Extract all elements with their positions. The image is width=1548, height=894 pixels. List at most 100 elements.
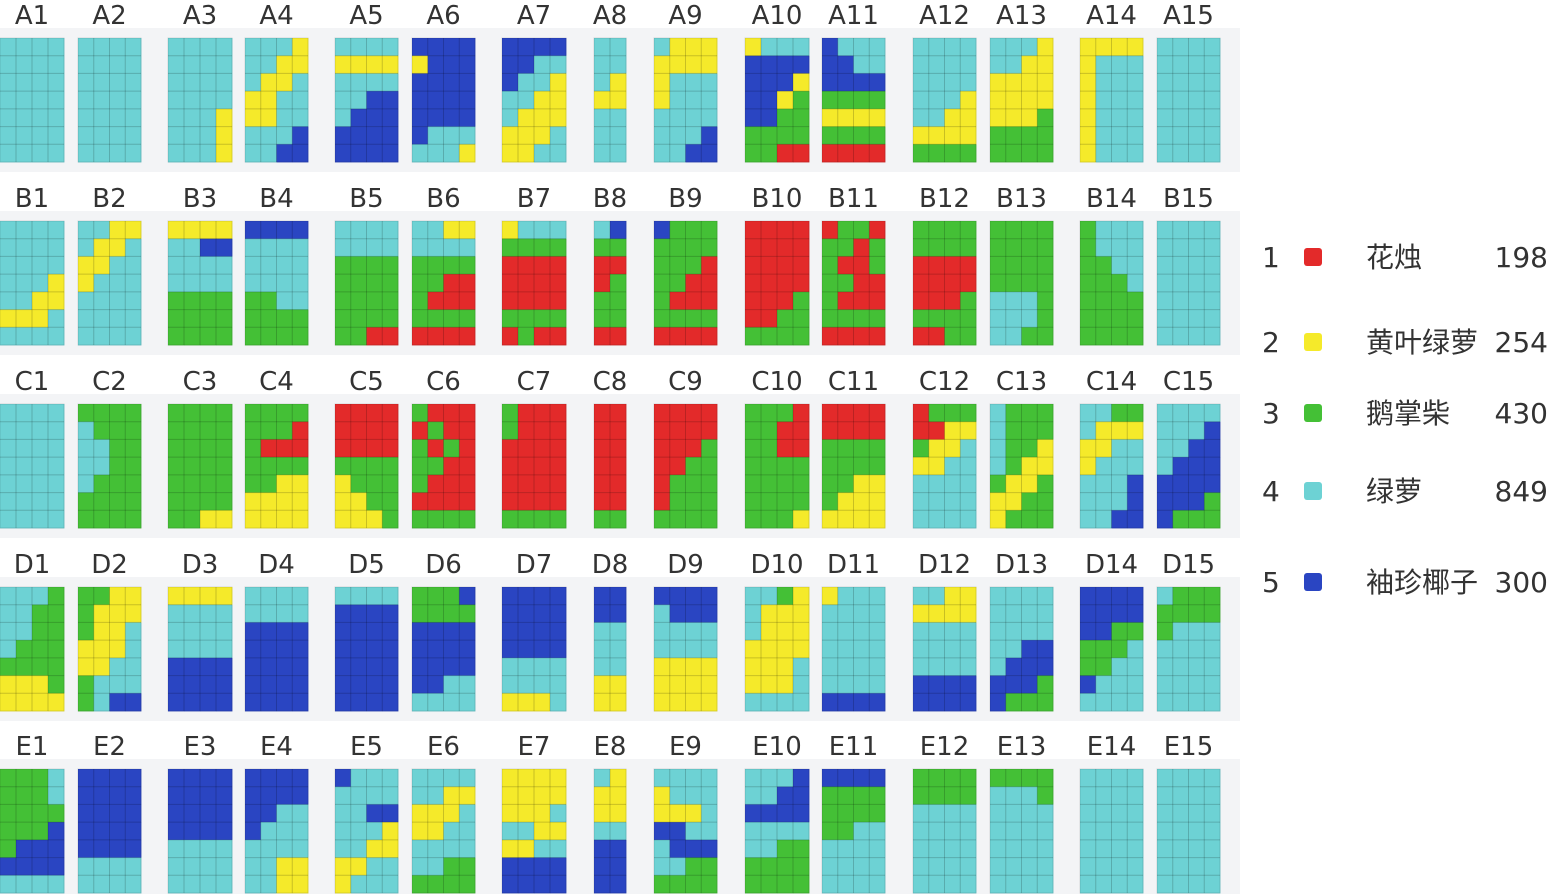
plant-cell-4 bbox=[1111, 875, 1128, 894]
plant-cell-4 bbox=[745, 769, 762, 788]
plant-cell-3 bbox=[853, 804, 870, 823]
plant-cell-5 bbox=[1204, 457, 1221, 476]
plant-cell-3 bbox=[1037, 144, 1054, 163]
plant-cell-4 bbox=[16, 238, 33, 257]
plant-cell-5 bbox=[216, 657, 233, 676]
plant-cell-4 bbox=[944, 622, 961, 641]
plant-cell-2 bbox=[745, 675, 762, 694]
plant-cell-4 bbox=[1204, 291, 1221, 310]
plant-cell-4 bbox=[125, 640, 142, 659]
plant-cell-3 bbox=[48, 804, 65, 823]
plant-cell-4 bbox=[32, 274, 49, 293]
plot-label: C14 bbox=[1086, 367, 1137, 397]
plant-cell-3 bbox=[960, 291, 977, 310]
plant-cell-4 bbox=[1188, 693, 1205, 712]
plant-cell-5 bbox=[109, 786, 126, 805]
plant-cell-4 bbox=[837, 622, 854, 641]
plant-cell-1 bbox=[685, 421, 702, 440]
plant-cell-2 bbox=[685, 804, 702, 823]
plant-cell-4 bbox=[1157, 274, 1174, 293]
plant-cell-3 bbox=[1005, 256, 1022, 275]
panel-border bbox=[244, 220, 309, 346]
plant-cell-4 bbox=[944, 73, 961, 92]
panel-border bbox=[77, 586, 142, 712]
plant-cell-2 bbox=[761, 604, 778, 623]
plant-cell-3 bbox=[793, 309, 810, 328]
plant-cell-4 bbox=[1111, 457, 1128, 476]
plant-cell-3 bbox=[184, 457, 201, 476]
plant-cell-3 bbox=[350, 457, 367, 476]
plant-cell-4 bbox=[1095, 857, 1112, 876]
plant-cell-5 bbox=[125, 839, 142, 858]
plant-cell-3 bbox=[200, 291, 217, 310]
plant-cell-4 bbox=[1188, 108, 1205, 127]
plant-cell-4 bbox=[1172, 839, 1189, 858]
plant-cell-4 bbox=[200, 144, 217, 163]
plant-cell-2 bbox=[1005, 73, 1022, 92]
plant-cell-2 bbox=[1021, 108, 1038, 127]
plant-cell-3 bbox=[990, 474, 1007, 493]
plant-cell-3 bbox=[245, 457, 262, 476]
plant-cell-2 bbox=[1111, 38, 1128, 57]
plant-cell-2 bbox=[990, 108, 1007, 127]
plant-cell-3 bbox=[427, 457, 444, 476]
plant-cell-3 bbox=[412, 510, 429, 529]
plant-cell-4 bbox=[944, 857, 961, 876]
plant-cell-3 bbox=[382, 510, 399, 529]
plant-cell-4 bbox=[928, 875, 945, 894]
plant-cell-2 bbox=[502, 126, 519, 145]
plant-cell-4 bbox=[685, 786, 702, 805]
plant-cell-5 bbox=[412, 640, 429, 659]
plant-cell-4 bbox=[0, 256, 17, 275]
plant-cell-5 bbox=[761, 91, 778, 110]
plant-cell-1 bbox=[550, 421, 567, 440]
plant-cell-4 bbox=[669, 108, 686, 127]
plant-cell-4 bbox=[1172, 822, 1189, 841]
plant-cell-3 bbox=[853, 91, 870, 110]
plant-cell-1 bbox=[777, 144, 794, 163]
plant-cell-5 bbox=[610, 587, 627, 606]
plant-cell-4 bbox=[685, 108, 702, 127]
panel-border bbox=[1079, 403, 1144, 529]
plant-cell-3 bbox=[1080, 640, 1097, 659]
plant-cell-2 bbox=[777, 640, 794, 659]
plant-cell-2 bbox=[276, 875, 293, 894]
plant-cell-4 bbox=[685, 640, 702, 659]
plant-cell-4 bbox=[109, 291, 126, 310]
plant-cell-4 bbox=[594, 144, 611, 163]
plant-cell-3 bbox=[837, 786, 854, 805]
plant-cell-3 bbox=[837, 221, 854, 240]
plant-cell-1 bbox=[654, 457, 671, 476]
plant-cell-5 bbox=[93, 786, 110, 805]
plant-cell-3 bbox=[502, 404, 519, 423]
plant-cell-3 bbox=[701, 238, 718, 257]
plant-cell-4 bbox=[913, 804, 930, 823]
plant-cell-2 bbox=[109, 587, 126, 606]
plant-cell-4 bbox=[534, 657, 551, 676]
plant-cell-2 bbox=[350, 510, 367, 529]
plant-cell-5 bbox=[443, 622, 460, 641]
plant-cell-4 bbox=[443, 822, 460, 841]
panel-border bbox=[244, 37, 309, 163]
plant-cell-3 bbox=[184, 421, 201, 440]
plant-cell-4 bbox=[335, 587, 352, 606]
panel-border bbox=[501, 220, 567, 346]
plant-cell-4 bbox=[960, 640, 977, 659]
panel-border bbox=[0, 220, 65, 346]
plant-cell-4 bbox=[366, 238, 383, 257]
plot-label: D9 bbox=[667, 550, 704, 580]
plant-cell-4 bbox=[1021, 622, 1038, 641]
plot-panel-A6: A6 bbox=[411, 1, 476, 163]
plant-cell-4 bbox=[1021, 839, 1038, 858]
plant-cell-1 bbox=[793, 256, 810, 275]
plant-cell-2 bbox=[109, 622, 126, 641]
plant-cell-5 bbox=[701, 839, 718, 858]
plant-cell-4 bbox=[610, 640, 627, 659]
plant-cell-2 bbox=[669, 675, 686, 694]
plant-cell-4 bbox=[1188, 55, 1205, 74]
plant-cell-3 bbox=[1005, 238, 1022, 257]
plant-cell-3 bbox=[16, 822, 33, 841]
plant-cell-4 bbox=[761, 839, 778, 858]
plot-panel-C11: C11 bbox=[821, 367, 886, 529]
plant-cell-3 bbox=[777, 108, 794, 127]
